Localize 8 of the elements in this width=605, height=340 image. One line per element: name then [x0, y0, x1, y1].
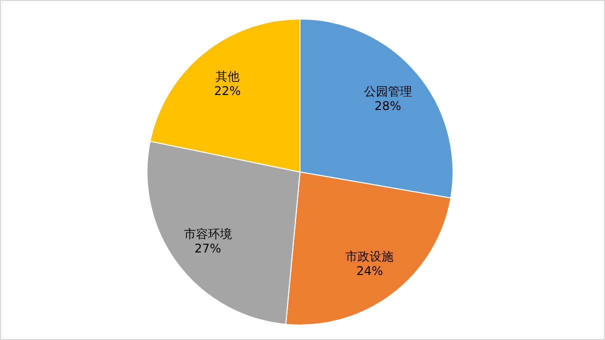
data-label: 24% — [356, 264, 384, 278]
slice-label: 市容环境 — [184, 226, 232, 241]
data-label: 28% — [374, 99, 402, 114]
data-label: 22% — [214, 84, 241, 98]
data-label: 27% — [194, 241, 222, 256]
slice-label: 市政设施 — [346, 250, 394, 264]
slice-label: 其他 — [215, 70, 240, 84]
slice-label: 公园管理 — [364, 84, 412, 99]
